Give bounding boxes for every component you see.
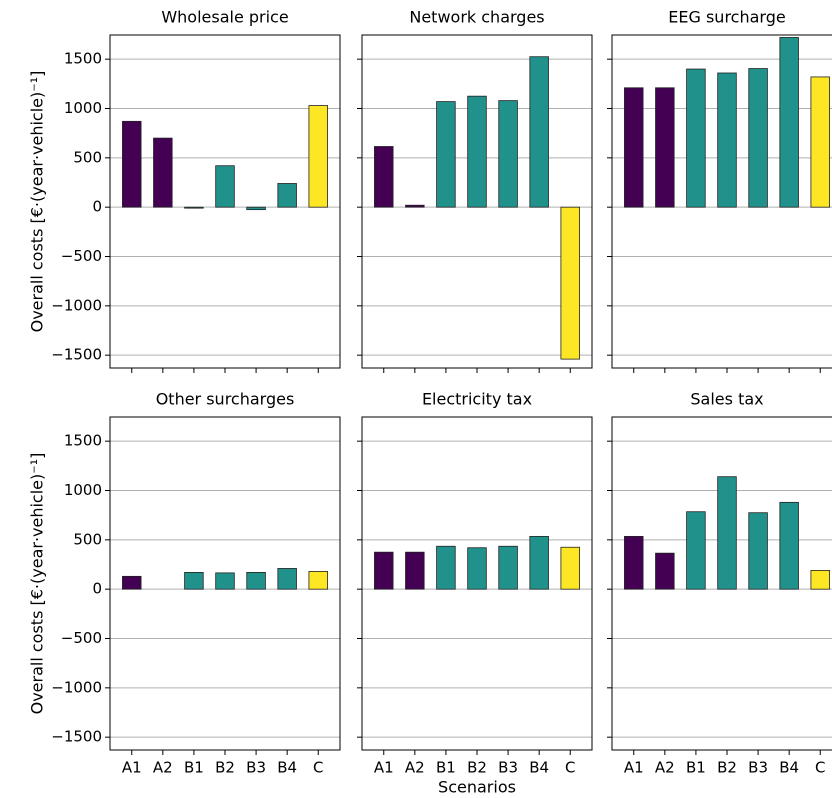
x-tick-label: B4: [277, 759, 297, 777]
panel-frame: [109, 416, 341, 751]
x-tick-label: B3: [498, 759, 518, 777]
y-axis-label: Overall costs [€·(year·vehicle)⁻¹]: [28, 453, 47, 715]
x-tick-label: A1: [122, 759, 142, 777]
bar: [810, 76, 830, 208]
bar: [308, 571, 328, 590]
panel-title: Wholesale price: [161, 8, 288, 27]
panel-frame: [109, 34, 341, 369]
panel-title: Electricity tax: [422, 390, 532, 409]
bar: [779, 37, 799, 208]
x-axis-label: Scenarios: [438, 778, 516, 797]
y-tick-label: 1500: [64, 432, 102, 450]
y-tick-label: 1000: [64, 481, 102, 499]
y-tick-label: 0: [92, 198, 102, 216]
bar: [686, 68, 706, 208]
y-axis-label: Overall costs [€·(year·vehicle)⁻¹]: [28, 71, 47, 333]
bar: [436, 101, 456, 208]
bar: [467, 95, 487, 208]
bar: [436, 545, 456, 590]
bar: [308, 105, 328, 208]
bar: [748, 512, 768, 590]
bar: [624, 535, 644, 590]
bar: [215, 572, 235, 590]
bar: [374, 146, 394, 208]
bar: [405, 204, 425, 208]
bar: [405, 551, 425, 590]
bar: [529, 535, 549, 590]
bar: [184, 572, 204, 590]
x-tick-label: B4: [529, 759, 549, 777]
bar: [277, 183, 297, 208]
bar: [498, 545, 518, 590]
x-tick-label: B2: [215, 759, 235, 777]
x-tick-label: B3: [748, 759, 768, 777]
bar: [748, 68, 768, 208]
y-tick-label: −1500: [51, 346, 102, 364]
x-tick-label: C: [313, 759, 323, 777]
x-tick-label: B2: [717, 759, 737, 777]
y-tick-label: −500: [61, 247, 102, 265]
x-tick-label: C: [565, 759, 575, 777]
x-tick-label: B1: [184, 759, 204, 777]
panel-title: Sales tax: [690, 390, 763, 409]
bar: [655, 552, 675, 590]
bar: [184, 206, 204, 209]
bar: [810, 570, 830, 590]
bar: [467, 547, 487, 590]
bar: [215, 165, 235, 208]
x-tick-label: A2: [405, 759, 425, 777]
panel-title: Network charges: [409, 8, 544, 27]
bar: [374, 551, 394, 590]
panel-title: Other surcharges: [156, 390, 295, 409]
x-tick-label: B1: [436, 759, 456, 777]
bar: [529, 56, 549, 208]
x-tick-label: A1: [624, 759, 644, 777]
bar: [779, 501, 799, 590]
x-tick-label: C: [815, 759, 825, 777]
panel-frame: [361, 34, 593, 369]
bar: [246, 572, 266, 590]
x-tick-label: B4: [779, 759, 799, 777]
x-tick-label: A1: [374, 759, 394, 777]
panel-frame: [361, 416, 593, 751]
x-tick-label: B2: [467, 759, 487, 777]
y-tick-label: −1000: [51, 296, 102, 314]
bar: [153, 137, 173, 208]
x-tick-label: B1: [686, 759, 706, 777]
bar: [122, 575, 142, 590]
bar: [717, 476, 737, 590]
x-tick-label: A2: [153, 759, 173, 777]
bar: [560, 206, 580, 360]
y-tick-label: −1500: [51, 728, 102, 746]
bar: [717, 72, 737, 208]
y-tick-label: 0: [92, 580, 102, 598]
bar: [560, 546, 580, 590]
x-tick-label: A2: [655, 759, 675, 777]
y-tick-label: −500: [61, 629, 102, 647]
bar: [624, 87, 644, 208]
y-tick-label: 500: [73, 148, 102, 166]
bar: [498, 100, 518, 208]
y-tick-label: 1000: [64, 99, 102, 117]
bar: [277, 568, 297, 590]
panel-title: EEG surcharge: [668, 8, 785, 27]
bar: [122, 120, 142, 208]
bar: [246, 206, 266, 211]
y-tick-label: −1000: [51, 678, 102, 696]
bar: [655, 87, 675, 208]
y-tick-label: 500: [73, 530, 102, 548]
bar: [686, 511, 706, 590]
x-tick-label: B3: [246, 759, 266, 777]
panel-frame: [611, 416, 832, 751]
y-tick-label: 1500: [64, 50, 102, 68]
panel-frame: [611, 34, 832, 369]
